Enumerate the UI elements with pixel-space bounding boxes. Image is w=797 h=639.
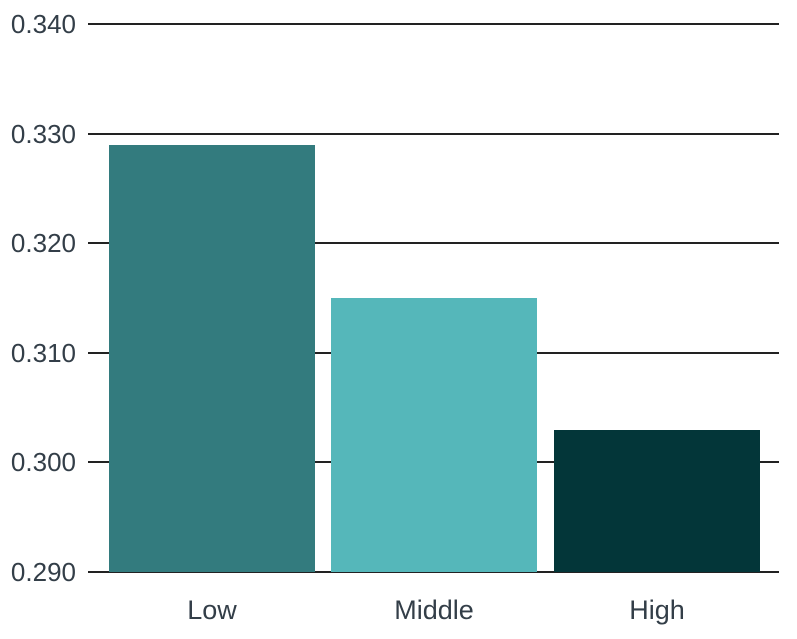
bar-low [109, 144, 315, 572]
x-axis-category-label: Low [187, 595, 237, 625]
y-axis-tick-label: 0.340 [10, 9, 76, 39]
plot-area [88, 23, 779, 573]
bar-middle [331, 298, 537, 572]
gridline [88, 242, 779, 245]
y-axis-tick-label: 0.320 [10, 228, 76, 259]
y-axis-tick-label: 0.300 [10, 447, 76, 478]
bar-high [554, 429, 760, 572]
y-axis-tick-label: 0.290 [10, 557, 76, 587]
x-axis-category-label: Middle [394, 595, 474, 625]
gridline [88, 132, 779, 135]
y-axis-tick-label: 0.330 [10, 118, 76, 149]
y-axis-tick-label: 0.310 [10, 337, 76, 368]
gridline [88, 23, 779, 25]
gridline [88, 571, 779, 573]
x-axis-category-label: High [629, 595, 685, 625]
